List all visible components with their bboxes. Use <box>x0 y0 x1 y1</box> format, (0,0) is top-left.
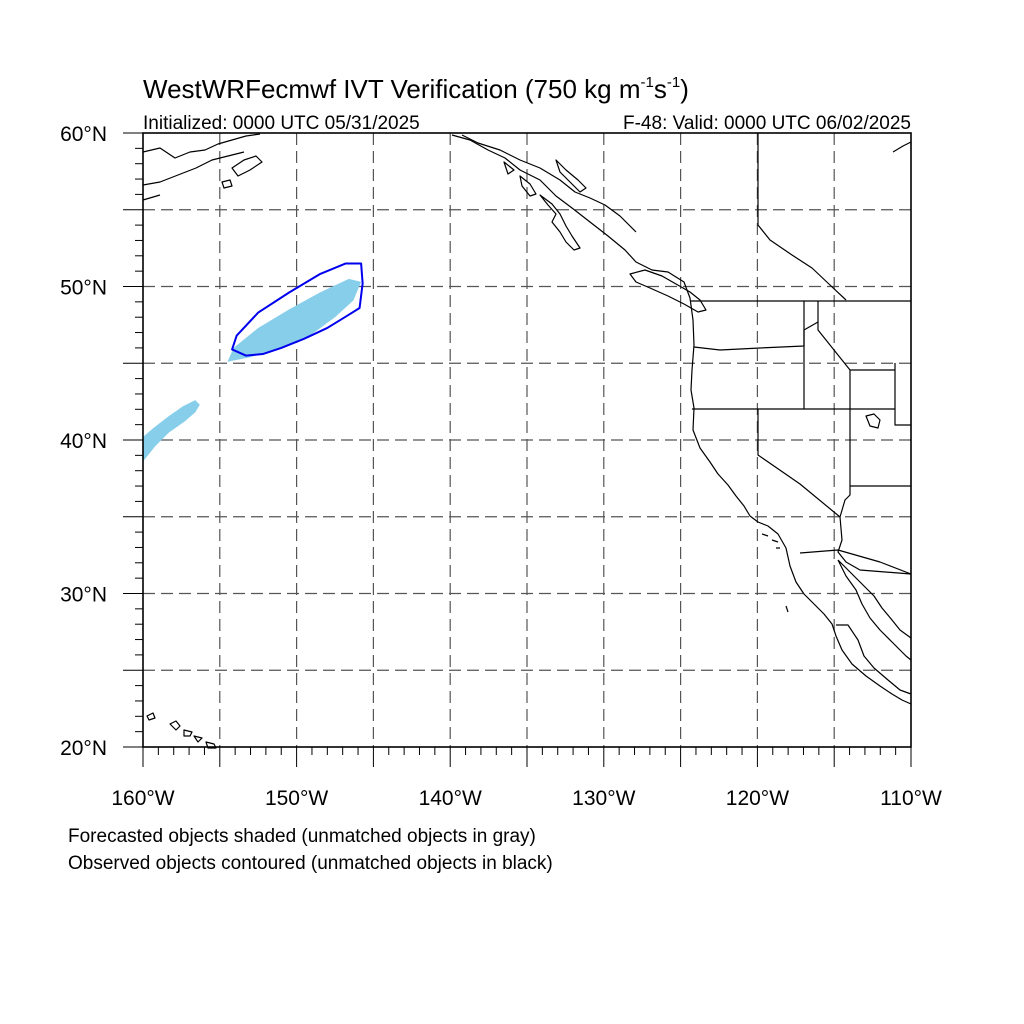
lat-tick-label: 20°N <box>60 737 107 760</box>
baja-inner-line <box>836 624 912 695</box>
coastlines-and-borders <box>142 133 912 749</box>
ivt-objects <box>143 262 364 462</box>
lat-tick-label: 40°N <box>60 430 107 453</box>
forecast-object-main <box>227 278 362 362</box>
bc-alberta-border <box>757 133 847 301</box>
lat-tick-label: 50°N <box>60 277 107 300</box>
hawaiian-islands <box>146 712 217 749</box>
forecast-note: Forecasted objects shaded (unmatched obj… <box>68 826 536 847</box>
init-time-label: Initialized: 0000 UTC 05/31/2025 <box>143 113 420 134</box>
observed-note: Observed objects contoured (unmatched ob… <box>68 853 553 874</box>
baja-california-outline <box>837 559 912 661</box>
alaska-panhandle-islands <box>503 159 587 251</box>
washington-oregon-border <box>693 321 819 351</box>
utah-arizona-border <box>850 363 911 487</box>
alaska-peninsula <box>142 133 261 201</box>
forecast-object-west <box>143 400 200 462</box>
lon-tick-label: 140°W <box>419 787 482 810</box>
lon-tick-label: 160°W <box>111 787 174 810</box>
lon-tick-label: 130°W <box>572 787 635 810</box>
lon-tick-label: 120°W <box>726 787 789 810</box>
observed-contour <box>231 262 364 357</box>
idaho-border <box>803 301 895 409</box>
graticule <box>143 133 911 747</box>
nevada-border <box>757 409 851 518</box>
arizona-border <box>837 516 912 575</box>
great-salt-lake <box>865 413 881 429</box>
kodiak-island <box>221 155 263 189</box>
channel-islands <box>761 533 789 613</box>
alaska-canada-border <box>461 134 637 233</box>
vancouver-island-outline <box>629 269 707 313</box>
map-title: WestWRFecmwf IVT Verification (750 kg m-… <box>143 74 689 104</box>
lon-tick-label: 150°W <box>265 787 328 810</box>
us-mexico-border <box>799 549 912 575</box>
axis-ticks: 160°W 150°W 140°W 130°W 120°W 110°W 20°N 30°N 40… <box>60 123 942 810</box>
lon-tick-label: 110°W <box>880 787 942 810</box>
valid-time-label: F-48: Valid: 0000 UTC 06/02/2025 <box>623 113 911 134</box>
hudson-coast-fragment <box>892 141 912 153</box>
lat-tick-label: 60°N <box>60 123 107 146</box>
map-frame: 160°W 150°W 140°W 130°W 120°W 110°W 20°N 30°N 40… <box>60 123 942 810</box>
west-coast-line <box>451 134 912 705</box>
lat-tick-label: 30°N <box>60 584 107 607</box>
